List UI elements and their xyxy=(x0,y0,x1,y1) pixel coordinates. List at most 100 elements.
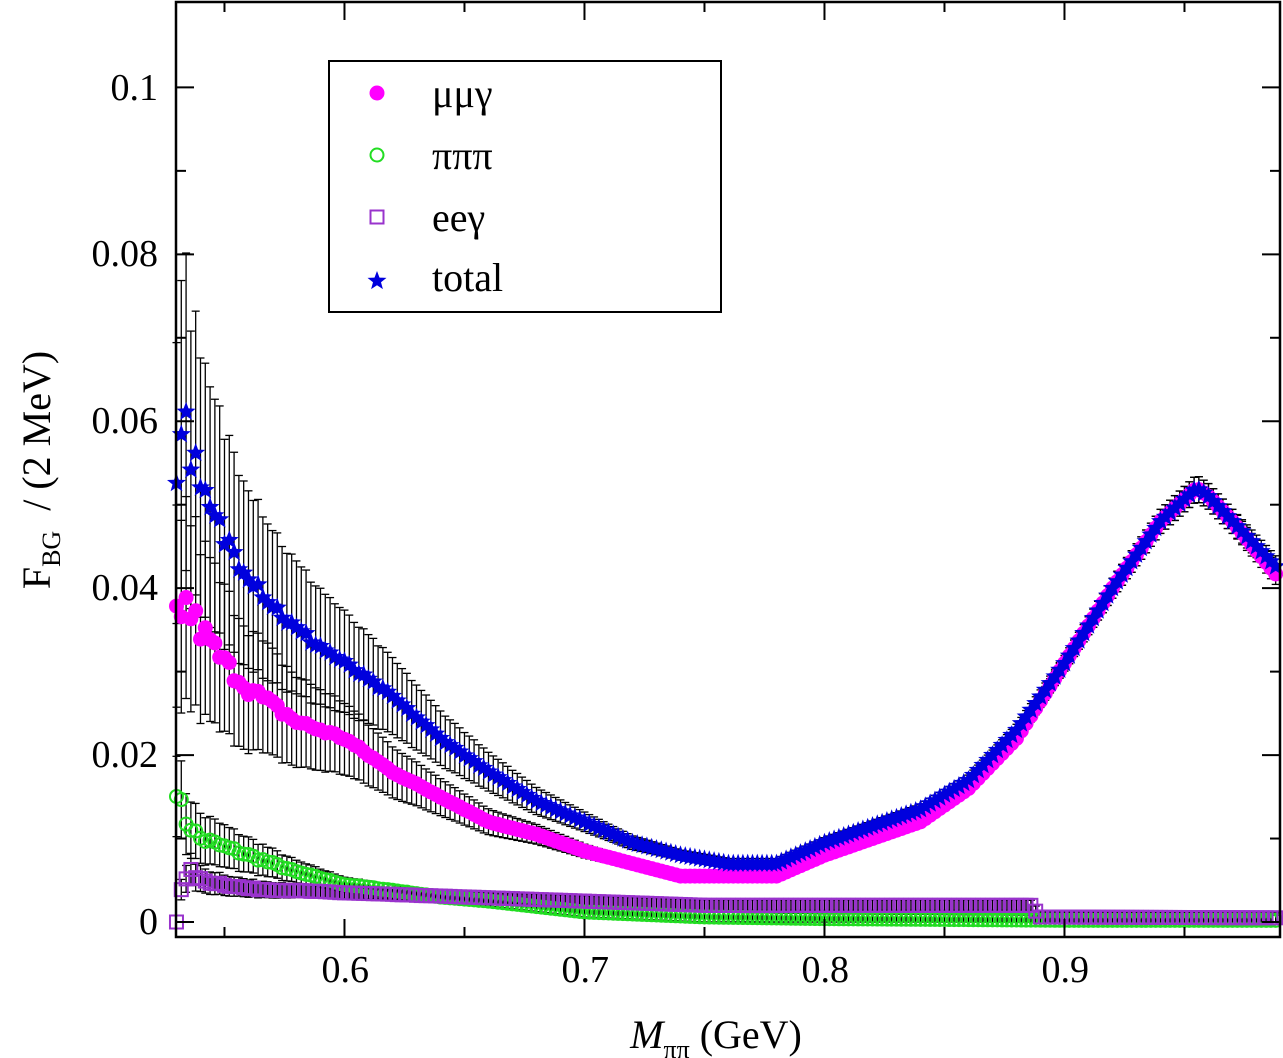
data-point xyxy=(282,612,302,631)
legend-label-total: total xyxy=(432,255,503,300)
data-point xyxy=(917,911,933,927)
data-point xyxy=(250,852,266,868)
data-point xyxy=(1237,526,1257,545)
data-point xyxy=(706,909,722,925)
data-point xyxy=(191,477,210,496)
data-point xyxy=(224,542,244,561)
data-point xyxy=(944,778,964,797)
data-point xyxy=(863,816,882,835)
data-point xyxy=(488,767,508,786)
data-point xyxy=(272,608,292,627)
legend-marker xyxy=(369,209,385,225)
data-point xyxy=(245,880,261,896)
data-point xyxy=(1242,531,1262,550)
data-point xyxy=(791,843,810,862)
data-point xyxy=(1165,498,1185,517)
data-point xyxy=(1160,502,1180,521)
data-point xyxy=(548,901,564,917)
data-point xyxy=(980,912,996,928)
data-point xyxy=(1189,479,1209,498)
data-point xyxy=(183,861,199,877)
data-point xyxy=(877,811,897,830)
data-point xyxy=(239,569,258,588)
y-tick-label: 0.04 xyxy=(92,567,159,609)
data-point xyxy=(596,905,612,921)
data-point xyxy=(572,903,588,919)
data-point xyxy=(1208,496,1228,515)
data-point xyxy=(421,719,441,738)
plot-frame xyxy=(174,0,1282,939)
data-point xyxy=(171,424,191,443)
data-point xyxy=(989,912,1005,928)
data-point xyxy=(911,799,930,818)
data-point xyxy=(984,912,1000,928)
data-point xyxy=(1223,511,1242,530)
data-point xyxy=(562,902,578,918)
data-point xyxy=(711,909,727,925)
data-point xyxy=(960,912,976,928)
x-axis-variable: M xyxy=(629,1012,666,1057)
data-point xyxy=(677,908,693,924)
data-point xyxy=(1151,511,1170,530)
data-point xyxy=(824,829,844,848)
data-point xyxy=(459,748,479,767)
data-point xyxy=(692,909,708,925)
data-point xyxy=(387,690,407,709)
data-point xyxy=(325,647,345,666)
data-point xyxy=(658,907,674,923)
data-point xyxy=(999,912,1015,928)
data-point xyxy=(946,912,962,928)
data-point xyxy=(402,704,422,723)
data-point xyxy=(440,735,460,754)
y-axis-unit: / (2 MeV) xyxy=(14,351,59,531)
y-tick-label: 0.06 xyxy=(92,400,159,442)
data-point xyxy=(411,711,431,730)
x-tick-label: 0.8 xyxy=(801,949,849,991)
data-point xyxy=(341,877,357,893)
data-point xyxy=(215,534,234,553)
data-point xyxy=(1268,910,1283,926)
y-tick-label: 0 xyxy=(139,901,158,943)
data-point xyxy=(687,909,703,925)
data-point xyxy=(359,669,378,688)
data-point xyxy=(431,728,450,747)
data-point xyxy=(935,784,954,803)
y-tick-label: 0.1 xyxy=(111,67,159,109)
data-point xyxy=(378,682,398,701)
data-point xyxy=(605,905,621,921)
data-point xyxy=(600,905,616,921)
data-point xyxy=(474,758,494,777)
data-point xyxy=(922,911,938,927)
data-point xyxy=(1194,483,1214,502)
data-point xyxy=(639,907,655,923)
data-point xyxy=(197,873,213,889)
data-point xyxy=(392,694,412,713)
data-point xyxy=(416,715,436,734)
data-point xyxy=(552,901,568,917)
data-point xyxy=(383,686,402,705)
data-point xyxy=(192,871,208,887)
data-point xyxy=(805,836,825,855)
data-point xyxy=(296,623,316,642)
data-point xyxy=(701,909,717,925)
data-point xyxy=(843,822,863,841)
data-point xyxy=(1023,912,1039,928)
data-point xyxy=(994,912,1010,928)
data-point xyxy=(234,562,254,581)
data-point xyxy=(320,642,340,661)
data-point xyxy=(260,854,276,870)
data-point xyxy=(258,592,278,611)
data-point xyxy=(610,905,626,921)
data-point xyxy=(373,678,393,697)
data-point xyxy=(267,597,287,616)
data-point xyxy=(591,905,607,921)
data-point xyxy=(615,906,631,922)
data-point xyxy=(906,801,926,820)
data-point xyxy=(771,851,791,870)
data-point xyxy=(221,655,237,671)
data-point xyxy=(696,909,712,925)
data-point xyxy=(219,530,239,549)
data-point xyxy=(301,632,321,651)
data-point xyxy=(507,779,527,798)
data-point xyxy=(344,660,364,679)
